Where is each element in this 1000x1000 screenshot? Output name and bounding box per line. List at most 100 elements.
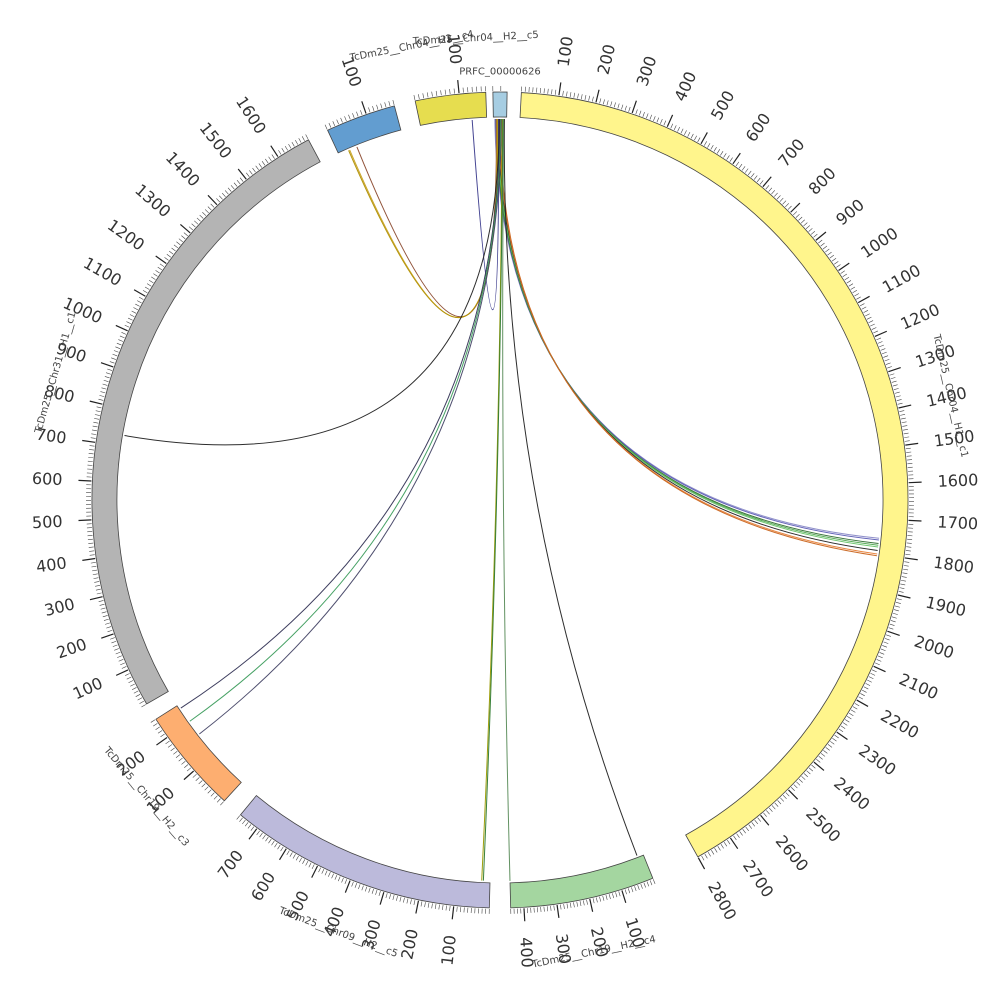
- minor-ticks-chr19_h2_c4: [510, 879, 656, 914]
- minor-ticks-chr19_h2_c3: [150, 719, 224, 806]
- major-tick-chr04_h1_c1-1500: [905, 442, 919, 446]
- major-tick-chr04_h1_c1-1700: [908, 519, 922, 522]
- major-tick-chr04_h1_c1-700: [762, 176, 772, 188]
- tick-label-chr04_h1_c1-300: 300: [633, 54, 661, 89]
- major-tick-chr31_h1_c1-400: [82, 557, 96, 561]
- tick-label-chr19_h2_c4-300: 300: [552, 932, 575, 965]
- major-tick-chr04_h1_c1-100: [558, 82, 562, 96]
- tick-label-chr04_h1_c1-600: 600: [742, 109, 775, 145]
- major-tick-chr31_h1_c1-1600: [270, 145, 279, 157]
- segment-label-chr04_h2_c5: TcDm25__Chr04__H2__c5: [412, 30, 539, 48]
- segment-label-chr31_h1_c1: TcDm25__Chr31__H1__c1: [33, 311, 79, 436]
- major-tick-chr04_h1_c1-1300: [888, 367, 901, 373]
- link-prfc-to-chr04_h2_c4-9: [349, 119, 498, 318]
- segment-chr19_h2_c3: [155, 705, 242, 802]
- tick-label-chr04_h1_c1-2800: 2800: [704, 878, 740, 923]
- major-tick-chr04_h1_c1-1800: [904, 557, 918, 561]
- tick-label-chr04_h1_c1-100: 100: [554, 35, 577, 68]
- major-tick-chr04_h1_c1-600: [732, 152, 741, 165]
- major-tick-chr31_h1_c1-900: [100, 362, 114, 368]
- major-tick-chr19_h2_c4-100: [621, 890, 627, 903]
- tick-label-chr31_h1_c1-1400: 1400: [162, 148, 204, 191]
- link-prfc-to-chr19_h2_c3-13: [180, 118, 501, 709]
- major-tick-chr19_h2_c3-100: [183, 770, 195, 781]
- segment-chr04_h1_c1: [519, 92, 909, 858]
- major-tick-chr04_h1_c1-800: [790, 202, 801, 213]
- segment-chr19_h2_c4: [509, 854, 654, 909]
- major-tick-chr04_h1_c1-2000: [887, 630, 900, 636]
- tick-label-chr09_h2_c5-700: 700: [214, 846, 247, 882]
- major-tick-chr31_h1_c1-1300: [180, 223, 191, 234]
- minor-ticks-chr04_h2_c4: [324, 100, 395, 130]
- tick-label-chr04_h1_c1-1100: 1100: [879, 261, 924, 297]
- link-prfc-to-chr04_h1_c1-7: [499, 118, 877, 557]
- major-tick-chr04_h1_c1-1600: [908, 481, 922, 484]
- tick-label-chr31_h1_c1-1600: 1600: [232, 93, 270, 138]
- major-tick-chr04_h1_c1-1900: [897, 594, 911, 599]
- major-tick-chr04_h1_c1-1400: [898, 404, 912, 409]
- labels-layer: 100 200 300 4005006007008009001000110012001…: [32, 29, 979, 971]
- major-tick-chr31_h1_c1-1000: [115, 324, 128, 332]
- major-tick-chr04_h1_c1-900: [815, 231, 827, 241]
- major-tick-chr09_h2_c5-600: [278, 848, 287, 861]
- tick-label-chr31_h1_c1-1100: 1100: [80, 253, 125, 290]
- links-layer: [124, 118, 880, 881]
- major-tick-chr09_h2_c5-100: [451, 906, 455, 920]
- tick-label-chr19_h2_c4-400: 400: [516, 937, 537, 969]
- major-tick-chr19_h2_c4-300: [556, 904, 560, 918]
- major-tick-chr04_h1_c1-2300: [836, 731, 848, 740]
- major-tick-chr31_h1_c1-800: [89, 400, 103, 405]
- tick-label-chr31_h1_c1-1300: 1300: [131, 180, 174, 221]
- tick-label-chr04_h1_c1-700: 700: [774, 135, 808, 171]
- tick-label-chr31_h1_c1-300: 300: [42, 594, 76, 620]
- tick-label-chr04_h1_c1-1200: 1200: [898, 300, 943, 334]
- major-tick-chr31_h1_c1-1200: [155, 255, 167, 264]
- tick-label-chr04_h1_c1-2200: 2200: [877, 706, 922, 742]
- link-prfc-to-chr19_h2_c3-15: [199, 118, 502, 735]
- tick-label-chr04_h1_c1-1000: 1000: [857, 223, 901, 262]
- major-tick-chr31_h1_c1-300: [89, 596, 103, 601]
- major-tick-chr04_h1_c1-200: [595, 89, 600, 103]
- tick-label-chr31_h1_c1-1500: 1500: [196, 119, 236, 163]
- major-tick-chr31_h1_c1-700: [82, 439, 96, 443]
- tick-label-chr09_h2_c5-200: 200: [397, 927, 422, 961]
- segments-layer: [91, 91, 909, 909]
- tick-label-chr31_h1_c1-500: 500: [32, 512, 63, 532]
- tick-label-chr04_h1_c1-1900: 1900: [924, 592, 968, 620]
- minor-ticks-chr31_h1_c1: [85, 134, 309, 708]
- major-tick-chr09_h2_c5-300: [379, 891, 385, 905]
- major-tick-chr04_h2_c4-100: [361, 101, 367, 114]
- link-prfc-to-chr04_h2_c5-11: [471, 118, 500, 310]
- tick-label-chr31_h1_c1-700: 700: [35, 425, 68, 448]
- link-prfc-to-chr31_h1_c1-12: [124, 118, 500, 446]
- major-tick-chr19_h2_c4-400: [523, 908, 526, 922]
- major-tick-chr04_h1_c1-2700: [729, 837, 739, 850]
- tick-label-chr04_h1_c1-2600: 2600: [772, 832, 813, 875]
- major-tick-chr09_h2_c5-400: [344, 880, 351, 893]
- tick-label-chr04_h1_c1-1700: 1700: [937, 512, 979, 533]
- minor-ticks-chr04_h2_c5: [413, 86, 487, 101]
- segment-chr09_h2_c5: [239, 794, 491, 909]
- tick-label-chr04_h1_c1-2500: 2500: [802, 804, 844, 846]
- major-tick-chr31_h1_c1-200: [101, 633, 114, 639]
- tick-label-chr04_h1_c1-1800: 1800: [932, 553, 975, 578]
- major-tick-chr04_h1_c1-500: [700, 132, 708, 145]
- major-tick-chr19_h2_c3-200: [156, 737, 168, 746]
- segment-chr04_h2_c5: [414, 91, 488, 126]
- link-prfc-to-chr19_h2_c3-14: [189, 118, 502, 722]
- segment-chr31_h1_c1: [91, 139, 321, 705]
- link-prfc-to-chr19_h2_c4-18: [502, 119, 511, 881]
- tick-label-chr04_h1_c1-200: 200: [594, 42, 620, 76]
- tick-label-chr31_h1_c1-400: 400: [35, 553, 68, 576]
- major-tick-chr04_h1_c1-2100: [873, 665, 886, 673]
- major-tick-chr31_h1_c1-1400: [207, 194, 218, 206]
- tick-label-chr31_h1_c1-1200: 1200: [104, 215, 148, 254]
- major-tick-chr31_h1_c1-500: [78, 519, 92, 522]
- segment-label-prfc: PRFC_00000626: [459, 67, 541, 78]
- major-tick-chr04_h1_c1-2800: [697, 857, 706, 870]
- major-tick-chr04_h1_c1-2500: [788, 789, 799, 800]
- tick-label-chr31_h1_c1-100: 100: [70, 673, 106, 703]
- segment-prfc: [492, 91, 508, 118]
- minor-ticks-prfc: [492, 85, 502, 92]
